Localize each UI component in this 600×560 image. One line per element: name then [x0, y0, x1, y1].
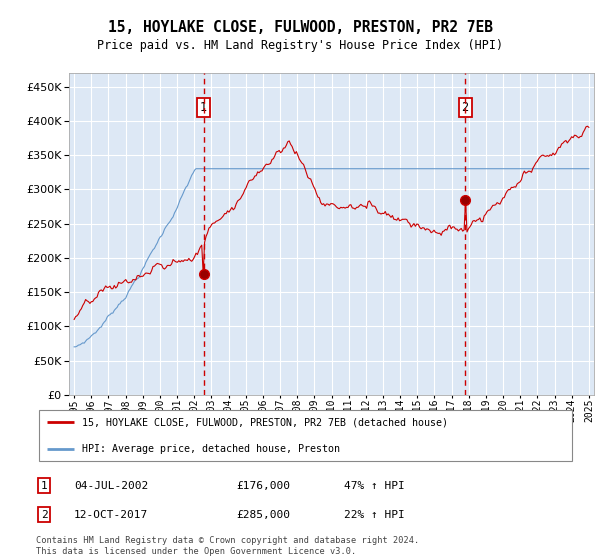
Text: 47% ↑ HPI: 47% ↑ HPI — [344, 480, 404, 491]
Text: 22% ↑ HPI: 22% ↑ HPI — [344, 510, 404, 520]
Text: 1: 1 — [200, 101, 207, 114]
Text: 15, HOYLAKE CLOSE, FULWOOD, PRESTON, PR2 7EB: 15, HOYLAKE CLOSE, FULWOOD, PRESTON, PR2… — [107, 20, 493, 35]
Text: 04-JUL-2002: 04-JUL-2002 — [74, 480, 148, 491]
Text: 15, HOYLAKE CLOSE, FULWOOD, PRESTON, PR2 7EB (detached house): 15, HOYLAKE CLOSE, FULWOOD, PRESTON, PR2… — [82, 417, 448, 427]
Text: £176,000: £176,000 — [236, 480, 290, 491]
Text: 1: 1 — [41, 480, 47, 491]
Text: Price paid vs. HM Land Registry's House Price Index (HPI): Price paid vs. HM Land Registry's House … — [97, 39, 503, 52]
Text: 2: 2 — [41, 510, 47, 520]
Text: £285,000: £285,000 — [236, 510, 290, 520]
FancyBboxPatch shape — [39, 410, 572, 461]
Text: Contains HM Land Registry data © Crown copyright and database right 2024.
This d: Contains HM Land Registry data © Crown c… — [36, 536, 419, 556]
Text: HPI: Average price, detached house, Preston: HPI: Average price, detached house, Pres… — [82, 444, 340, 454]
Text: 2: 2 — [461, 101, 469, 114]
Text: 12-OCT-2017: 12-OCT-2017 — [74, 510, 148, 520]
